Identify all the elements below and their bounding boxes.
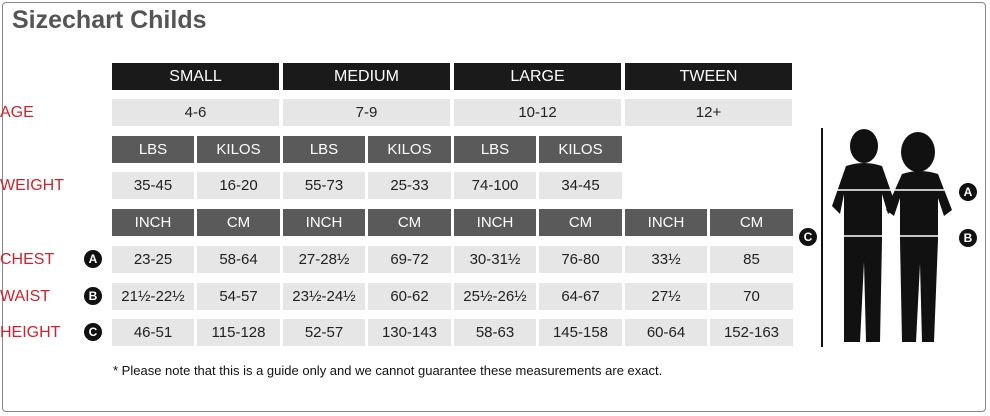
- unit-header: CM: [539, 209, 622, 236]
- measure-cell: 27-28½: [283, 246, 365, 273]
- size-header: TWEEN: [625, 63, 792, 90]
- row-label: HEIGHT: [0, 324, 61, 341]
- unit-header: CM: [197, 209, 280, 236]
- measure-cell: 130-143: [368, 319, 451, 346]
- measure-cell: 54-57: [197, 283, 280, 310]
- measure-cell: 58-63: [454, 319, 536, 346]
- measure-cell: 52-57: [283, 319, 365, 346]
- marker: A: [84, 250, 102, 268]
- measure-cell: 60-62: [368, 283, 451, 310]
- measure-cell: 46-51: [112, 319, 194, 346]
- measure-cell: 58-64: [197, 246, 280, 273]
- row-label: WAIST: [0, 288, 51, 305]
- unit-header: LBS: [454, 136, 536, 163]
- figure-marker: C: [799, 228, 817, 246]
- marker: C: [84, 323, 102, 341]
- weight-cell: 35-45: [112, 172, 194, 199]
- unit-header: LBS: [112, 136, 194, 163]
- age-cell: 10-12: [454, 99, 621, 126]
- unit-header: KILOS: [539, 136, 622, 163]
- unit-header: KILOS: [197, 136, 280, 163]
- figure-marker: B: [959, 229, 977, 247]
- boy-silhouette: [832, 129, 896, 342]
- unit-header: INCH: [283, 209, 365, 236]
- size-header: MEDIUM: [283, 63, 450, 90]
- row-label: WEIGHT: [0, 177, 64, 194]
- weight-cell: 16-20: [197, 172, 280, 199]
- girl-silhouette: [886, 132, 952, 342]
- unit-header: INCH: [625, 209, 707, 236]
- weight-cell: 25-33: [368, 172, 451, 199]
- measure-cell: 25½-26½: [454, 283, 536, 310]
- measure-cell: 21½-22½: [112, 283, 194, 310]
- size-header: SMALL: [112, 63, 279, 90]
- measure-cell: 23-25: [112, 246, 194, 273]
- measure-cell: 60-64: [625, 319, 707, 346]
- measure-cell: 115-128: [197, 319, 280, 346]
- unit-header: LBS: [283, 136, 365, 163]
- unit-header: INCH: [454, 209, 536, 236]
- title: Sizechart Childs: [12, 6, 207, 34]
- age-cell: 12+: [625, 99, 792, 126]
- measure-cell: 70: [710, 283, 793, 310]
- measure-cell: 27½: [625, 283, 707, 310]
- measure-cell: 30-31½: [454, 246, 536, 273]
- unit-header: KILOS: [368, 136, 451, 163]
- age-cell: 7-9: [283, 99, 450, 126]
- measure-cell: 76-80: [539, 246, 622, 273]
- weight-cell: 55-73: [283, 172, 365, 199]
- weight-cell: 74-100: [454, 172, 536, 199]
- weight-cell: 34-45: [539, 172, 622, 199]
- measure-cell: 152-163: [710, 319, 793, 346]
- size-header: LARGE: [454, 63, 621, 90]
- row-label: AGE: [0, 104, 34, 121]
- row-label: CHEST: [0, 251, 55, 268]
- unit-header: CM: [710, 209, 793, 236]
- note: * Please note that this is a guide only …: [113, 363, 663, 378]
- measure-cell: 85: [710, 246, 793, 273]
- figure-marker: A: [959, 183, 977, 201]
- frame: [2, 2, 986, 412]
- unit-header: CM: [368, 209, 451, 236]
- measure-cell: 145-158: [539, 319, 622, 346]
- marker: B: [84, 287, 102, 305]
- unit-header: INCH: [112, 209, 194, 236]
- age-cell: 4-6: [112, 99, 279, 126]
- measure-cell: 64-67: [539, 283, 622, 310]
- measure-cell: 23½-24½: [283, 283, 365, 310]
- measure-cell: 33½: [625, 246, 707, 273]
- measure-cell: 69-72: [368, 246, 451, 273]
